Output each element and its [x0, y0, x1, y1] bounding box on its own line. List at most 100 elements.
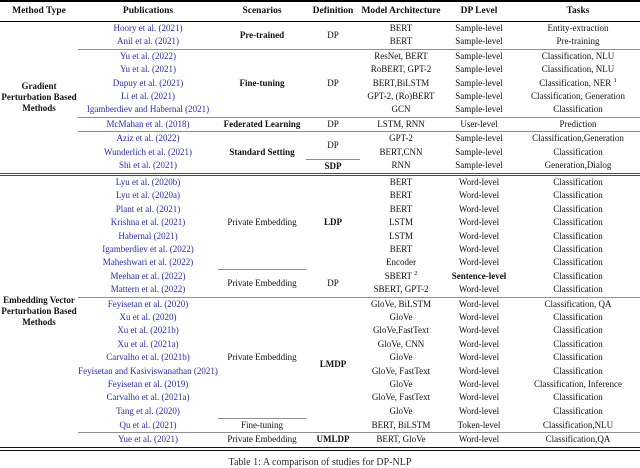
model-architecture-cell-text: GPT-2 [389, 133, 413, 144]
dp-level-cell: Word-level [442, 391, 516, 404]
publication-link[interactable]: Meehan et al. (2022) [110, 270, 186, 281]
publication-link[interactable]: Xu et al. (2021b) [117, 325, 179, 336]
dp-level-cell: Word-level [442, 203, 516, 216]
publication-link[interactable]: Shi et al. (2021) [119, 160, 177, 171]
definition-cell: DP [306, 116, 360, 132]
column-header: DP Level [442, 1, 516, 22]
model-architecture-cell: GloVe [360, 378, 442, 391]
tasks-cell-text: Classification [553, 190, 603, 201]
model-architecture-cell: LSTM [360, 230, 442, 243]
publication-link[interactable]: Xu et al. (2020) [119, 312, 177, 323]
publication-link[interactable]: Feyisetan and Kasiviswanathan (2021) [78, 365, 218, 376]
publication-link[interactable]: Qu et al. (2021) [119, 419, 177, 430]
tasks-cell-text: Classification,NLU [542, 419, 614, 430]
definition-cell-label: DP [327, 139, 339, 150]
publication-link[interactable]: Krishna et al. (2021) [110, 217, 186, 228]
publication-link[interactable]: Yu et al. (2022) [120, 50, 176, 61]
publication-link[interactable]: McMahan et al. (2018) [106, 118, 190, 129]
publication-cell: Anil et al. (2021) [78, 35, 218, 49]
table-row: Maheshwari et al. (2022) Encoder Word-leve… [0, 256, 640, 269]
tasks-cell: Generation,Dialog [516, 159, 640, 174]
model-architecture-cell: RoBERT, GPT-2 [360, 63, 442, 76]
tasks-cell-text: Generation,Dialog [544, 160, 612, 171]
publication-link[interactable]: Yue et al. (2021) [118, 434, 178, 445]
tasks-cell: Classification [516, 243, 640, 256]
tasks-cell: Classification, Inference [516, 378, 640, 391]
publication-link[interactable]: Tang et al. (2020) [116, 405, 180, 416]
publication-link[interactable]: Mattern et al. (2022) [110, 284, 186, 295]
tasks-cell: Classification [516, 256, 640, 269]
tasks-cell: Prediction [516, 116, 640, 132]
dp-level-cell-text: Word-level [458, 190, 500, 201]
tasks-cell: Classification [516, 103, 640, 117]
model-architecture-cell-text: GloVe, BiLSTM [370, 298, 431, 309]
tasks-cell-text: Entity-extraction [547, 23, 609, 33]
dp-level-cell-text: Sample-level [455, 50, 503, 61]
dp-level-cell-text: Word-level [458, 176, 500, 187]
publication-link[interactable]: Yu et al. (2021) [120, 64, 176, 75]
scenario-cell-label: Fine-tuning [239, 77, 285, 88]
tasks-cell-text: Classification, Inference [534, 379, 622, 390]
model-architecture-cell: GCN [360, 103, 442, 117]
publication-link[interactable]: Habernal (2021) [118, 230, 178, 241]
model-architecture-cell: ResNet, BERT [360, 48, 442, 64]
table-caption: Table 1: A comparison of studies for DP-… [228, 456, 412, 468]
model-architecture-cell: BERT [360, 203, 442, 216]
table-row: Tang et al. (2020) GloVe Word-level Classif… [0, 405, 640, 418]
publication-link[interactable]: Igamberdiev et al. (2022) [102, 244, 194, 254]
publication-link[interactable]: Xu et al. (2021a) [117, 338, 179, 349]
dp-level-cell-text: Word-level [458, 257, 500, 268]
publication-cell: Yu et al. (2021) [78, 63, 218, 76]
tasks-cell-text: Classification, NLU [541, 64, 615, 75]
scenario-cell-label: Federated Learning [223, 118, 301, 129]
model-architecture-cell-text: RNN [391, 160, 411, 171]
publication-link[interactable]: Anil et al. (2021) [117, 36, 179, 47]
publication-link[interactable]: Carvalho et al. (2021b) [106, 352, 190, 363]
scenario-cell-label: Private Embedding [227, 277, 297, 288]
dp-level-cell: Word-level [442, 378, 516, 391]
model-architecture-cell: BERT [360, 243, 442, 256]
dp-level-cell: Word-level [442, 432, 516, 449]
method-type-cell: Gradient Perturbation Based Methods [0, 22, 78, 175]
table-row: Igamberdiev and Habernal (2021) GCN Sample… [0, 103, 640, 117]
publication-link[interactable]: Feyisetan et al. (2020) [107, 298, 189, 309]
publication-link[interactable]: Maheshwari et al. (2022) [102, 257, 194, 268]
publication-cell: Feyisetan et al. (2020) [78, 296, 218, 312]
scenario-cell-label: Private Embedding [227, 216, 297, 227]
dp-level-cell-text: Word-level [458, 325, 500, 336]
publication-cell: Yu et al. (2022) [78, 48, 218, 64]
dp-level-cell-text: Sentence-level [451, 270, 507, 281]
model-architecture-cell-text: BERT,CNN [379, 146, 423, 157]
tasks-cell-text: Classification [553, 257, 603, 268]
dp-level-cell: Word-level [442, 311, 516, 324]
tasks-cell: Classification [516, 216, 640, 229]
column-header: Publications [78, 1, 218, 22]
dp-level-cell: User-level [442, 116, 516, 132]
dp-level-cell-text: Word-level [458, 284, 500, 295]
model-architecture-cell-text: BERT [389, 176, 413, 187]
table-row: Xu et al. (2020) GloVe Word-level Classific… [0, 311, 640, 324]
table-row: Qu et al. (2021) Fine-tuning BERT, BiLSTM T… [0, 417, 640, 433]
table-row: Krishna et al. (2021) LSTM Word-level Class… [0, 216, 640, 229]
publication-link[interactable]: Hoory et al. (2021) [113, 23, 183, 33]
publication-link[interactable]: Igamberdiev and Habernal (2021) [86, 104, 210, 115]
publication-link[interactable]: Dupuy et al. (2021) [112, 77, 184, 88]
publication-link[interactable]: Lyu et al. (2020a) [116, 190, 180, 201]
publication-link[interactable]: Aziz et al. (2022) [116, 133, 180, 144]
publication-link[interactable]: Carvalho et al. (2021a) [106, 392, 190, 403]
publication-link[interactable]: Plant et al. (2021) [115, 203, 181, 214]
dp-level-cell: Sample-level [442, 35, 516, 49]
column-header: Scenarios [218, 1, 306, 22]
publication-link[interactable]: Lyu et al. (2020b) [115, 176, 181, 187]
tasks-cell-text: Classification [553, 352, 603, 363]
publication-link[interactable]: Feyisetan et al. (2019) [107, 379, 189, 390]
dp-level-cell-text: Word-level [458, 298, 500, 309]
tasks-cell-text: Classification, Generation [531, 91, 625, 102]
table-row: Lyu et al. (2020a) BERT Word-level Classifi… [0, 189, 640, 202]
scenario-cell-label: Pre-trained [239, 29, 285, 40]
publication-link[interactable]: Wunderlich et al. (2021) [103, 146, 193, 157]
publication-link[interactable]: Li et al. (2021) [121, 91, 175, 102]
model-architecture-cell: BERT [360, 172, 442, 190]
model-architecture-cell-text: GloVe, FastText [371, 365, 431, 376]
dp-level-cell: Sample-level [442, 77, 516, 90]
